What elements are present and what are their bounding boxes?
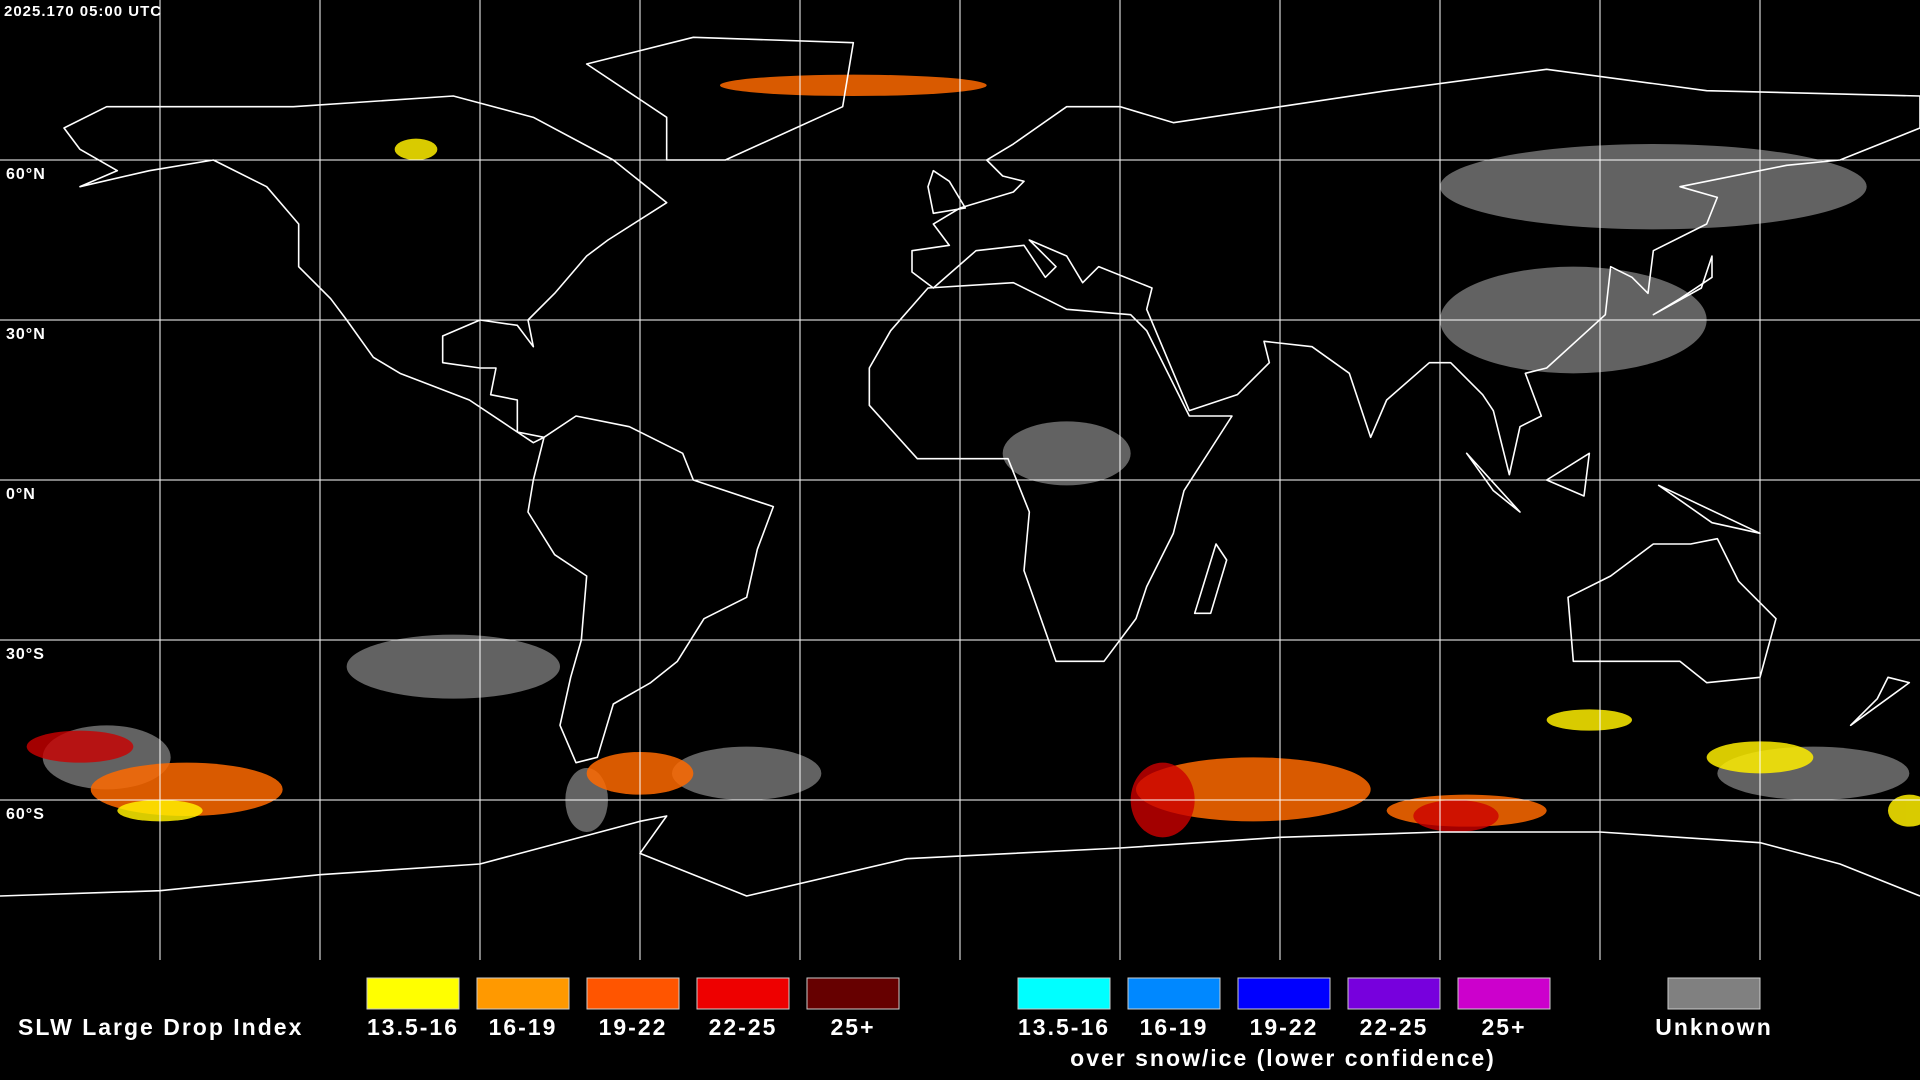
legend-swatch [806,977,900,1010]
legend-label: 13.5-16 [367,1014,459,1040]
legend-swatch [1347,977,1441,1010]
graticule [0,0,1920,960]
latitude-label: 30°N [6,326,46,343]
legend-swatch [696,977,790,1010]
legend-swatch [1017,977,1111,1010]
legend: 13.5-16 16-19 19-22 22-25 25+ 13.5-16 16-19 19-… [366,977,1773,1040]
legend-swatch [476,977,570,1010]
legend-label: 16-19 [489,1014,558,1040]
legend-label: 25+ [1481,1014,1526,1040]
legend-label: 16-19 [1140,1014,1209,1040]
legend-swatch [366,977,460,1010]
legend-label: 22-25 [1360,1014,1429,1040]
timestamp: 2025.170 05:00 UTC [4,3,162,20]
legend-label: 19-22 [599,1014,668,1040]
legend-swatch [1667,977,1761,1010]
legend-title: SLW Large Drop Index [18,1014,303,1040]
latitude-label: 30°S [6,646,45,663]
legend-label: 25+ [830,1014,875,1040]
coastlines [0,37,1920,896]
latitude-label: 60°N [6,166,46,183]
legend-panel [0,960,1920,1080]
legend-label: 22-25 [709,1014,778,1040]
legend-swatch [1457,977,1551,1010]
legend-swatch [586,977,680,1010]
legend-swatch [1237,977,1331,1010]
legend-swatch [1127,977,1221,1010]
legend-note: over snow/ice (lower confidence) [1070,1045,1496,1071]
legend-label: 19-22 [1250,1014,1319,1040]
latitude-label: 60°S [6,806,45,823]
latitude-label: 0°N [6,486,36,503]
legend-label: Unknown [1655,1014,1773,1040]
legend-label: 13.5-16 [1018,1014,1110,1040]
